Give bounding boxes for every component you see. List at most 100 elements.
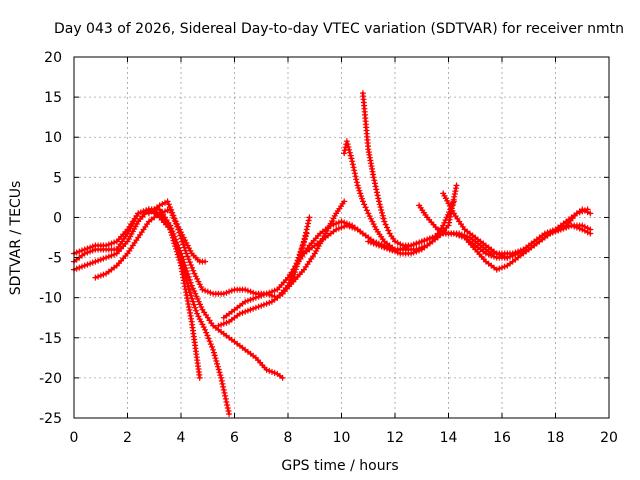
- data-point: [347, 152, 354, 159]
- data-point: [434, 226, 441, 233]
- data-point: [263, 290, 270, 297]
- x-tick-label: 0: [70, 430, 79, 446]
- data-point: [377, 204, 384, 211]
- data-point: [367, 239, 374, 246]
- data-point: [421, 237, 428, 244]
- series-track-11: [359, 90, 594, 261]
- data-point: [207, 341, 214, 348]
- data-point: [218, 377, 225, 384]
- data-point: [175, 244, 182, 251]
- x-tick-label: 4: [177, 430, 186, 446]
- data-point: [100, 271, 107, 278]
- data-point: [180, 234, 187, 241]
- data-point: [210, 349, 217, 356]
- series-track-14: [440, 190, 594, 261]
- data-point: [344, 141, 351, 148]
- data-point: [509, 252, 516, 259]
- data-point: [188, 282, 195, 289]
- data-point: [252, 304, 259, 311]
- data-point: [220, 290, 227, 297]
- data-point: [172, 236, 179, 243]
- data-point: [405, 243, 412, 250]
- data-point: [371, 180, 378, 187]
- data-point: [92, 274, 99, 281]
- data-point: [571, 223, 578, 230]
- data-point: [584, 229, 591, 236]
- data-point: [250, 305, 257, 312]
- data-point: [300, 241, 307, 248]
- data-point: [252, 294, 259, 301]
- data-point: [226, 411, 233, 417]
- data-point: [190, 298, 196, 305]
- y-tick-label: 15: [44, 90, 62, 106]
- data-point: [523, 247, 530, 254]
- data-point: [180, 259, 187, 266]
- data-point: [169, 228, 176, 235]
- data-point: [103, 254, 110, 261]
- data-point: [183, 239, 190, 246]
- data-point: [195, 278, 202, 285]
- data-point: [353, 176, 360, 183]
- data-point: [380, 215, 387, 222]
- data-point: [222, 395, 229, 402]
- data-point: [226, 288, 233, 295]
- data-point: [356, 187, 363, 194]
- data-point: [456, 230, 463, 237]
- data-point: [179, 253, 185, 260]
- y-tick-label: -25: [39, 411, 62, 427]
- data-point: [392, 238, 398, 245]
- data-point: [188, 292, 194, 299]
- data-point: [199, 286, 206, 293]
- data-point: [220, 383, 227, 390]
- data-point: [189, 295, 195, 302]
- data-point: [236, 310, 243, 317]
- data-point: [194, 310, 201, 317]
- data-point: [171, 233, 178, 240]
- data-point: [210, 346, 217, 353]
- data-point: [244, 287, 251, 294]
- data-point: [298, 246, 305, 253]
- data-point: [135, 210, 142, 217]
- data-point: [343, 138, 350, 145]
- data-point: [374, 192, 381, 199]
- data-point: [176, 226, 183, 233]
- data-point: [507, 253, 513, 260]
- data-point: [341, 198, 348, 205]
- data-point: [89, 243, 96, 250]
- data-point: [111, 239, 118, 246]
- data-point: [372, 183, 379, 190]
- y-tick-label: 0: [53, 210, 62, 226]
- data-point: [346, 223, 353, 230]
- data-point: [499, 252, 505, 259]
- data-point: [214, 363, 221, 370]
- data-point: [349, 158, 356, 165]
- data-point: [185, 256, 192, 263]
- data-point: [184, 242, 191, 249]
- data-point: [587, 210, 594, 217]
- data-point: [222, 392, 229, 399]
- data-point: [370, 221, 377, 228]
- data-point: [255, 303, 262, 310]
- data-point: [211, 352, 218, 359]
- data-point: [228, 287, 235, 294]
- data-point: [242, 286, 249, 293]
- data-point: [206, 338, 213, 345]
- data-point: [378, 243, 385, 250]
- data-point: [400, 245, 406, 252]
- data-point: [73, 249, 80, 256]
- data-point: [260, 301, 267, 308]
- x-tick-label: 16: [493, 430, 511, 446]
- data-point: [370, 240, 377, 247]
- data-point: [79, 247, 85, 254]
- data-point: [520, 248, 527, 255]
- data-point: [263, 366, 270, 373]
- x-tick-label: 18: [547, 430, 565, 446]
- data-point: [348, 155, 355, 162]
- data-point: [504, 254, 511, 261]
- data-series: [71, 90, 594, 417]
- data-point: [185, 283, 192, 290]
- data-point: [350, 164, 357, 171]
- data-point: [182, 265, 189, 272]
- data-point: [181, 262, 188, 269]
- data-point: [187, 279, 194, 286]
